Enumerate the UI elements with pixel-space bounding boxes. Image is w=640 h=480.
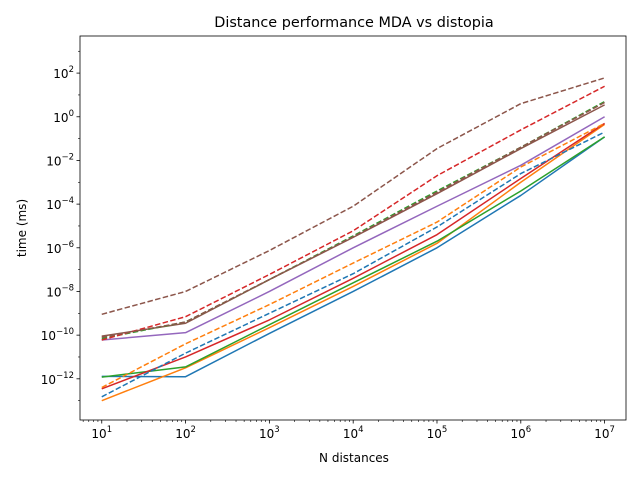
x-tick-label: 107 [594, 425, 615, 441]
y-tick-label: 10−4 [46, 196, 74, 212]
series-line-5 [101, 116, 605, 341]
y-tick-label: 10−12 [41, 371, 74, 387]
y-tick-label: 10−2 [46, 152, 74, 168]
y-tick-label: 10−8 [46, 283, 74, 299]
chart-title: Distance performance MDA vs distopia [214, 15, 494, 31]
y-axis: 10−12 10−10 10−8 10−6 10−4 10−2 100 102 [41, 50, 80, 401]
series-line-11 [101, 101, 605, 338]
series-line-2 [101, 123, 606, 402]
plot-area [101, 77, 606, 402]
series-line-8 [101, 122, 605, 389]
x-tick-label: 102 [175, 425, 196, 441]
series-line-4 [101, 122, 606, 390]
y-tick-label: 102 [53, 65, 74, 81]
y-tick-label: 100 [53, 109, 74, 125]
x-tick-label: 103 [259, 425, 280, 441]
x-axis-label: N distances [319, 451, 389, 465]
y-tick-label: 10−6 [46, 240, 74, 256]
series-line-3 [101, 136, 606, 378]
x-tick-label: 105 [427, 425, 448, 441]
x-tick-label: 106 [510, 425, 531, 441]
y-axis-label: time (ms) [15, 199, 29, 257]
series-line-7 [101, 131, 605, 398]
plot-frame [79, 35, 627, 421]
y-tick-label: 10−10 [41, 327, 74, 343]
series-line-1 [101, 136, 606, 378]
x-tick-label: 104 [343, 425, 364, 441]
x-axis: 101 102 103 104 105 106 107 [82, 420, 615, 441]
series-line-10 [101, 85, 605, 341]
x-tick-label: 101 [91, 425, 112, 441]
